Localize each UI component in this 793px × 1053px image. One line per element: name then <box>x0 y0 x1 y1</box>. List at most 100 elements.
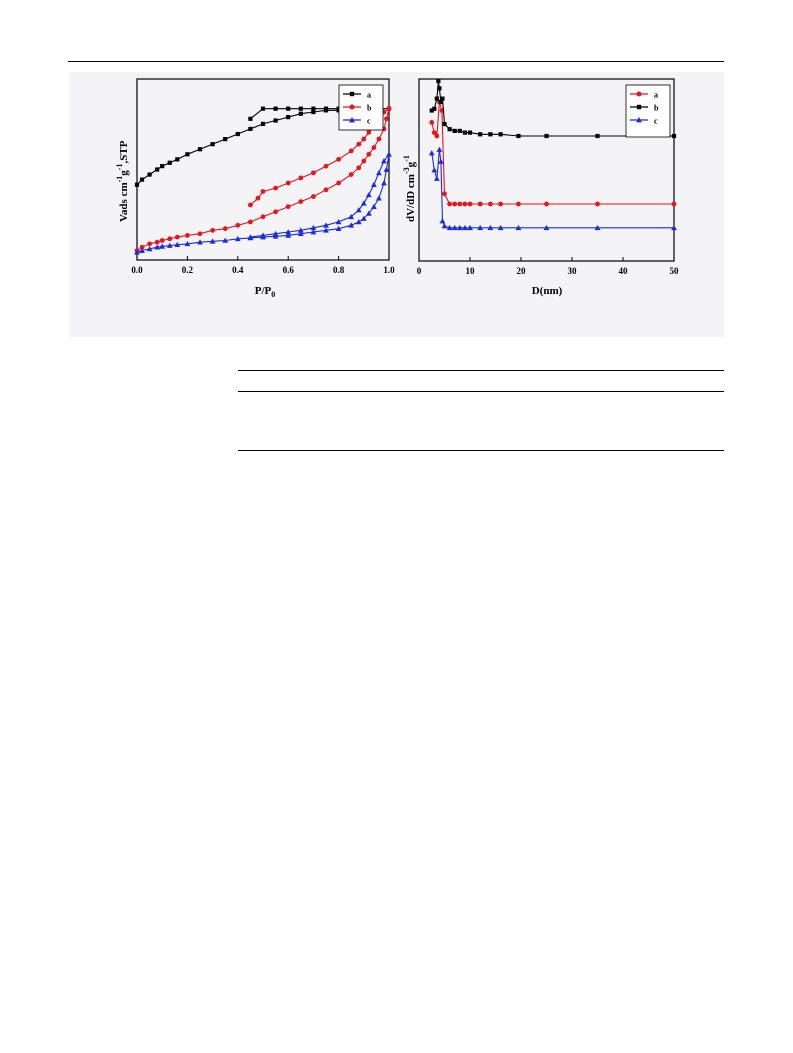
pore-size-series-point-c <box>462 224 468 231</box>
isotherm-series-point-a <box>273 106 278 111</box>
isotherm-series-point-b <box>371 145 377 150</box>
pore-size-series-point-a <box>442 191 447 197</box>
isotherm-series-point-b <box>185 233 190 238</box>
pore-size-series-point-c <box>456 224 463 231</box>
isotherm-series-point-a <box>147 172 152 177</box>
isotherm-series-point-c <box>146 246 153 252</box>
pore-size-series-point-b <box>544 133 549 139</box>
isotherm-series-point-a <box>155 167 160 172</box>
pore-size-series-point-a <box>488 201 493 207</box>
legend-marker-c <box>349 117 355 123</box>
pore-size-series-point-a <box>452 201 458 207</box>
pore-size-series-point-a <box>431 130 437 135</box>
isotherm-series-point-c <box>365 191 372 198</box>
isotherm-series-point-c <box>285 229 292 235</box>
isotherm-series-point-b <box>386 106 392 112</box>
legend-label-b: b <box>367 104 372 113</box>
pore-size-x-tick-label: 10 <box>466 266 476 276</box>
isotherm-series-point-a <box>260 121 266 126</box>
isotherm-series-point-b <box>147 241 152 247</box>
pore-size-series-point-b <box>437 86 442 91</box>
isotherm-series-point-a <box>273 118 278 123</box>
isotherm-series-point-a <box>323 106 329 111</box>
pore-size-series-point-c <box>487 224 494 231</box>
isotherm-plot-frame <box>136 78 390 261</box>
isotherm-series-point-c <box>139 247 145 253</box>
pore-size-series-point-b <box>457 128 462 133</box>
isotherm-series-point-a <box>260 106 266 111</box>
pore-size-series-point-b <box>438 99 444 105</box>
pore-size-series-point-a <box>434 133 440 139</box>
isotherm-series-point-a <box>298 106 303 111</box>
isotherm-series-point-b <box>248 219 253 225</box>
isotherm-series-point-b <box>336 156 341 162</box>
isotherm-series-point-a <box>160 164 165 169</box>
pore-size-series-point-a <box>457 201 463 207</box>
pore-size-plot-frame <box>418 78 675 262</box>
isotherm-series-point-a <box>311 109 316 115</box>
isotherm-series-point-b <box>285 204 291 210</box>
isotherm-series-point-c <box>323 227 329 233</box>
isotherm-series-point-c <box>381 180 387 186</box>
isotherm-series-point-c <box>222 237 229 243</box>
pore-size-series-point-b <box>442 122 447 127</box>
isotherm-x-tick-label: 0.2 <box>182 265 194 275</box>
isotherm-series-point-b <box>298 175 304 181</box>
isotherm-x-tick-label: 0.4 <box>232 265 244 275</box>
legend-marker-b <box>349 104 355 110</box>
isotherm-series-point-b <box>222 226 228 232</box>
isotherm-series-point-b <box>366 151 372 157</box>
pore-size-series-point-b <box>498 132 503 137</box>
isotherm-series-point-a <box>197 147 203 152</box>
pore-size-series-point-b <box>516 133 521 139</box>
isotherm-series-point-b <box>210 227 216 233</box>
isotherm-series-point-b <box>260 214 266 220</box>
isotherm-x-tick-label: 1.0 <box>383 265 395 275</box>
legend-label-a: a <box>367 91 371 100</box>
isotherm-series-point-c <box>260 232 266 238</box>
table-top-rule <box>238 370 724 371</box>
legend-label-c: c <box>367 117 371 126</box>
isotherm-series-point-c <box>154 244 161 250</box>
isotherm-series-point-c <box>166 242 173 248</box>
isotherm-series-point-a <box>223 136 228 142</box>
isotherm-chart: 0.0 0.2 0.4 0.6 0.8 1.0 abc P/P0 Vads cm-1g-1… <box>115 78 395 299</box>
isotherm-series-point-c <box>365 210 372 216</box>
legend-label-b: b <box>654 104 659 113</box>
pore-size-series-point-a <box>671 201 677 207</box>
isotherm-series-point-c <box>285 232 292 238</box>
pore-size-series <box>428 78 677 231</box>
isotherm-series-point-b <box>167 236 173 242</box>
isotherm-series-point-c <box>184 240 191 247</box>
pore-size-x-tick-label: 20 <box>517 266 527 276</box>
pore-size-series-point-a <box>447 201 452 207</box>
isotherm-series-point-c <box>174 241 181 248</box>
isotherm-series-point-a <box>139 177 145 182</box>
pore-size-x-tick-label: 30 <box>568 266 578 276</box>
pore-size-x-axis-label: D(nm) <box>532 285 563 297</box>
pore-size-series-point-b <box>436 78 441 84</box>
isotherm-series-point-c <box>335 225 342 231</box>
pore-size-series-point-b <box>452 128 457 133</box>
pore-size-series-point-c <box>497 224 504 231</box>
isotherm-x-tick-label: 0.0 <box>131 265 143 275</box>
pore-size-series-point-c <box>446 224 453 231</box>
pore-size-series-point-a <box>467 201 473 207</box>
isotherm-series-point-a <box>286 106 291 111</box>
isotherm-series-point-b <box>285 180 291 186</box>
isotherm-series-point-b <box>311 194 316 199</box>
isotherm-series-point-b <box>361 158 367 164</box>
pore-size-y-axis-label: dV/dD cm-3g-1 <box>402 155 417 222</box>
pore-size-series-point-b <box>671 133 677 139</box>
pore-size-series-point-b <box>467 130 473 135</box>
isotherm-series-point-a <box>248 116 253 121</box>
isotherm-series-point-b <box>348 148 354 154</box>
pore-size-series-line-a <box>431 101 674 205</box>
isotherm-series-point-c <box>355 218 362 225</box>
isotherm-legend: abc <box>338 84 384 131</box>
pore-size-series-point-c <box>439 218 446 224</box>
pore-size-legend-box <box>625 84 671 138</box>
isotherm-series-point-b <box>361 136 367 142</box>
pore-size-series-point-c <box>671 224 677 231</box>
